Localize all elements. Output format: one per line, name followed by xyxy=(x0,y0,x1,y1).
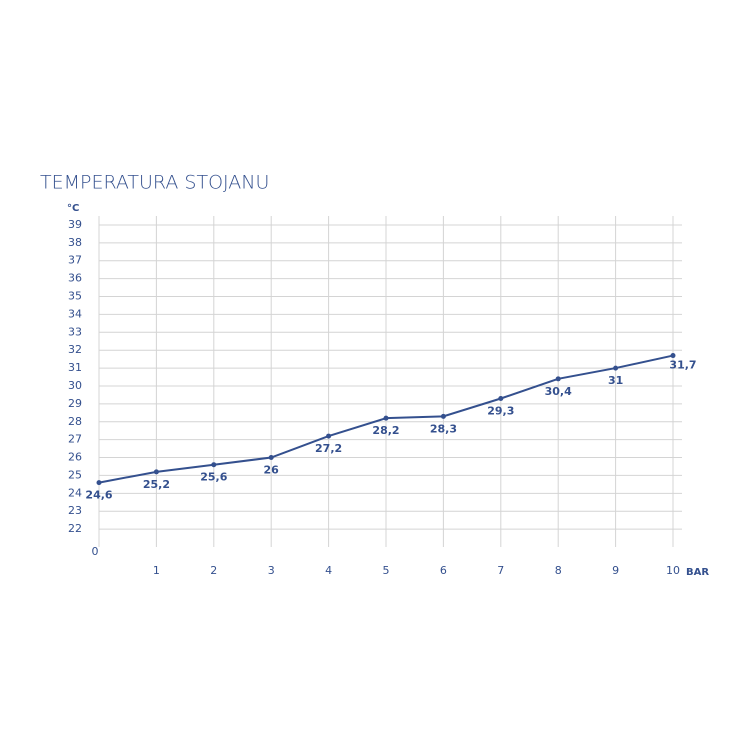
x-tick-label: 7 xyxy=(497,564,504,577)
data-label: 29,3 xyxy=(487,404,514,417)
data-label: 27,2 xyxy=(315,442,342,455)
y-tick-label: 30 xyxy=(68,379,82,392)
y-tick-label: 34 xyxy=(68,307,82,320)
data-label: 31,7 xyxy=(669,359,696,372)
x-tick-label: 9 xyxy=(612,564,619,577)
x-tick-label: 10 xyxy=(666,564,680,577)
x-tick-label: 5 xyxy=(383,564,390,577)
x-unit: BAR xyxy=(686,567,709,578)
data-label: 30,4 xyxy=(545,385,572,398)
point xyxy=(96,480,102,486)
point xyxy=(555,376,561,382)
y-unit: °C xyxy=(67,203,79,214)
x-tick-label: 2 xyxy=(210,564,217,577)
data-label: 31 xyxy=(608,374,623,387)
x-tick-label: 1 xyxy=(153,564,160,577)
y-tick-label: 29 xyxy=(68,397,82,410)
data-label: 28,2 xyxy=(372,424,399,437)
y-tick-label: 24 xyxy=(68,486,82,499)
y-tick-label: 38 xyxy=(68,236,82,249)
point xyxy=(326,433,332,439)
data-label: 26 xyxy=(264,464,280,477)
chart-title: TEMPERATURA STOJANU xyxy=(40,172,269,194)
y-tick-label: 32 xyxy=(68,343,82,356)
y-tick-label: 26 xyxy=(68,451,82,464)
point xyxy=(153,469,159,475)
x-tick-label: 0 xyxy=(92,545,99,558)
x-tick-label: 8 xyxy=(555,564,562,577)
data-label: 25,6 xyxy=(200,471,227,484)
y-tick-label: 39 xyxy=(68,218,82,231)
y-tick-label: 22 xyxy=(68,522,82,535)
y-tick-label: 27 xyxy=(68,433,82,446)
y-tick-label: 28 xyxy=(68,415,82,428)
point xyxy=(440,413,446,419)
point xyxy=(498,395,504,401)
x-tick-label: 6 xyxy=(440,564,447,577)
data-label: 28,3 xyxy=(430,422,457,435)
point xyxy=(211,462,217,468)
y-tick-label: 31 xyxy=(68,361,82,374)
y-tick-label: 36 xyxy=(68,272,82,285)
data-label: 24,6 xyxy=(85,489,112,502)
point xyxy=(383,415,389,421)
y-tick-label: 33 xyxy=(68,325,82,338)
point xyxy=(268,455,274,461)
point xyxy=(613,365,619,371)
point xyxy=(670,353,676,359)
x-tick-label: 4 xyxy=(325,564,332,577)
y-tick-label: 25 xyxy=(68,468,82,481)
y-tick-label: 23 xyxy=(68,504,82,517)
y-tick-label: 35 xyxy=(68,290,82,303)
y-tick-label: 37 xyxy=(68,254,82,267)
data-label: 25,2 xyxy=(143,478,170,491)
x-tick-label: 3 xyxy=(268,564,275,577)
